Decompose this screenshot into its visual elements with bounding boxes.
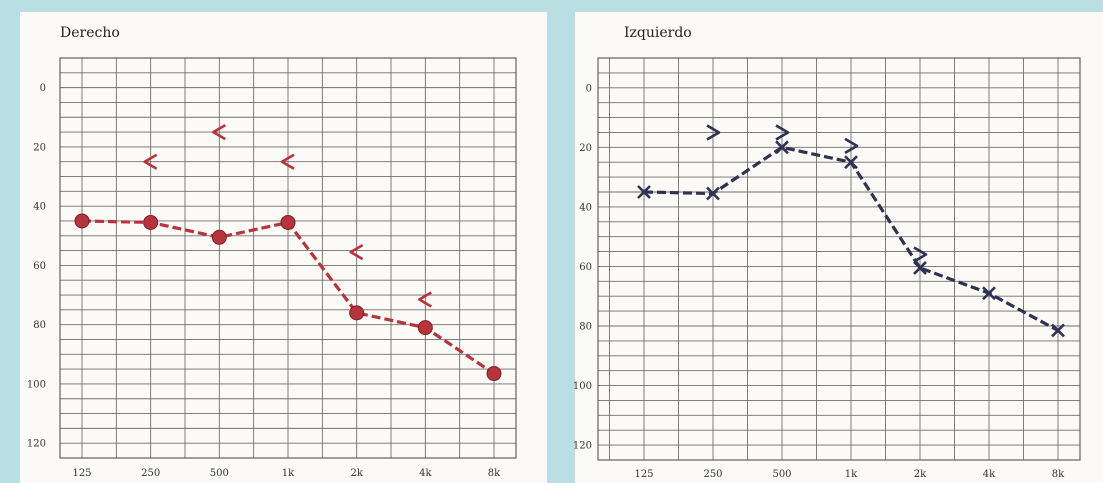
air-conduction-cross-point [775, 140, 789, 155]
air-conduction-cross-point [637, 185, 651, 199]
bone-conduction-less-than-point [418, 291, 432, 308]
air-conduction-circle-point [74, 213, 90, 229]
y-tick-label: 100 [27, 379, 46, 390]
x-tick-label: 500 [210, 468, 229, 479]
bone-conduction-greater-than-point [844, 137, 859, 154]
x-tick-label: 2k [350, 468, 363, 479]
right-ear-title: Derecho [60, 25, 120, 41]
y-tick-label: 60 [33, 261, 46, 272]
x-tick-label: 2k [914, 469, 927, 480]
x-tick-label: 1k [282, 468, 295, 479]
air-conduction-circle-point [211, 229, 227, 245]
y-tick-label: 120 [27, 439, 46, 450]
plot-frame [59, 57, 517, 459]
x-tick-label: 8k [488, 468, 501, 479]
bone-conduction-greater-than-point [706, 124, 721, 141]
y-tick-label: 100 [573, 381, 592, 392]
y-tick-label: 20 [579, 143, 592, 154]
air-conduction-cross-point [844, 155, 858, 170]
bone-conduction-less-than-point [212, 123, 226, 141]
x-tick-label: 1k [845, 469, 858, 480]
air-conduction-cross-point [982, 286, 996, 301]
right-ear-panel [20, 12, 547, 483]
y-tick-label: 120 [573, 441, 592, 452]
left-ear-panel [575, 12, 1103, 483]
y-tick-label: 80 [33, 320, 46, 331]
air-conduction-circle-point [143, 214, 159, 230]
y-tick-label: 40 [33, 202, 46, 213]
air-conduction-circle-point [486, 366, 502, 382]
left-ear-chart: 0 20 40 60 80 100 120 125 250 500 1k 2k 4k 8k [573, 57, 1081, 480]
x-tick-label: 4k [419, 468, 432, 479]
bone-conduction-less-than-point [349, 243, 364, 261]
x-tick-label: 8k [1052, 469, 1065, 480]
air-conduction-circle-point [280, 214, 296, 230]
bone-conduction-greater-than-point [913, 246, 928, 263]
y-tick-label: 40 [579, 202, 592, 213]
air-conduction-cross-point [913, 261, 927, 275]
bone-conduction-greater-than-point [775, 124, 790, 141]
bone-conduction-less-than-point [143, 153, 158, 170]
y-tick-label: 60 [579, 262, 592, 273]
air-conduction-cross-point [706, 186, 720, 201]
bone-conduction-less-than-point [280, 153, 295, 170]
y-tick-label: 0 [40, 83, 46, 94]
x-tick-label: 4k [983, 469, 996, 480]
y-tick-label: 80 [579, 322, 592, 333]
air-conduction-circle-point [349, 305, 365, 321]
y-tick-label: 0 [586, 83, 592, 94]
y-tick-label: 20 [33, 142, 46, 153]
x-tick-label: 250 [141, 468, 160, 479]
left-ear-title: Izquierdo [624, 25, 692, 41]
x-tick-label: 500 [772, 469, 791, 480]
plot-frame [597, 57, 1081, 461]
x-tick-label: 125 [72, 468, 91, 479]
air-conduction-cross-point [1051, 323, 1065, 338]
x-tick-label: 250 [703, 469, 722, 480]
right-ear-chart: 0 20 40 60 80 100 120 125 250 500 1k 2k 4k 8k [27, 57, 517, 479]
air-conduction-circle-point [417, 320, 433, 336]
x-tick-label: 125 [634, 469, 653, 480]
